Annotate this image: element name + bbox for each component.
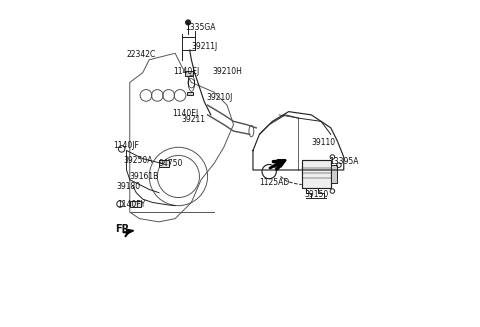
Text: 1140FY: 1140FY [117,199,145,209]
Text: 22342C: 22342C [127,50,156,60]
Text: 1140EJ: 1140EJ [174,67,200,76]
Circle shape [186,20,191,25]
Text: 39211: 39211 [181,115,205,124]
Bar [301,160,331,188]
Text: 1140EJ: 1140EJ [172,109,198,118]
Text: 13395A: 13395A [329,157,359,166]
Text: 1335GA: 1335GA [185,23,216,32]
Text: 39210J: 39210J [206,93,232,102]
FancyArrowPatch shape [123,232,129,236]
Bar [159,160,168,167]
Text: 39210H: 39210H [213,67,242,76]
Text: 1125AD: 1125AD [260,179,290,187]
Text: 39180: 39180 [117,182,141,191]
Polygon shape [127,229,133,234]
Bar [185,71,193,76]
Text: 39161B: 39161B [130,172,159,181]
Bar [331,165,337,183]
Text: 94750: 94750 [159,159,183,168]
Bar [187,92,193,95]
Text: 39110: 39110 [312,138,336,147]
Text: 39250A: 39250A [123,156,153,165]
Text: 39211J: 39211J [192,42,217,51]
Bar [130,201,141,207]
Text: FR.: FR. [115,224,133,233]
FancyArrowPatch shape [270,160,285,168]
Text: 1140JF: 1140JF [114,141,139,150]
Text: 39150: 39150 [305,190,329,199]
